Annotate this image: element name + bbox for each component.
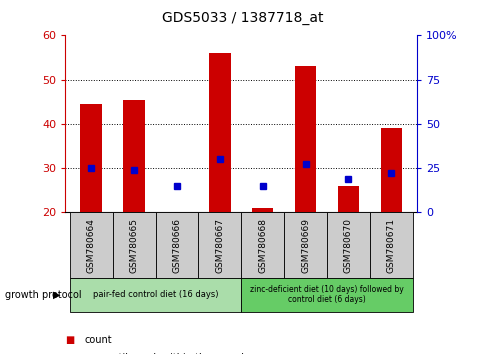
Bar [252, 208, 273, 212]
Bar [123, 99, 145, 212]
Bar [70, 212, 112, 278]
Bar [70, 278, 241, 312]
Text: zinc-deficient diet (10 days) followed by
control diet (6 days): zinc-deficient diet (10 days) followed b… [250, 285, 403, 304]
Bar [209, 53, 230, 212]
Text: GSM780671: GSM780671 [386, 218, 395, 273]
Text: ■: ■ [65, 353, 75, 354]
Text: GSM780667: GSM780667 [215, 218, 224, 273]
Bar [369, 212, 412, 278]
Bar [112, 212, 155, 278]
Text: ▶: ▶ [53, 290, 60, 300]
Text: GSM780665: GSM780665 [129, 218, 138, 273]
Text: GDS5033 / 1387718_at: GDS5033 / 1387718_at [162, 11, 322, 25]
Text: GSM780666: GSM780666 [172, 218, 181, 273]
Text: count: count [85, 335, 112, 345]
Text: growth protocol: growth protocol [5, 290, 81, 300]
Text: ■: ■ [65, 335, 75, 345]
Bar [294, 67, 316, 212]
Bar [80, 104, 102, 212]
Bar [155, 212, 198, 278]
Bar [380, 128, 401, 212]
Bar [284, 212, 326, 278]
Text: GSM780670: GSM780670 [343, 218, 352, 273]
Bar [241, 212, 284, 278]
Bar [198, 212, 241, 278]
Text: percentile rank within the sample: percentile rank within the sample [85, 353, 249, 354]
Bar [326, 212, 369, 278]
Text: GSM780664: GSM780664 [87, 218, 95, 273]
Text: GSM780668: GSM780668 [257, 218, 267, 273]
Bar [337, 186, 359, 212]
Text: pair-fed control diet (16 days): pair-fed control diet (16 days) [92, 290, 218, 299]
Text: GSM780669: GSM780669 [301, 218, 309, 273]
Bar [241, 278, 412, 312]
